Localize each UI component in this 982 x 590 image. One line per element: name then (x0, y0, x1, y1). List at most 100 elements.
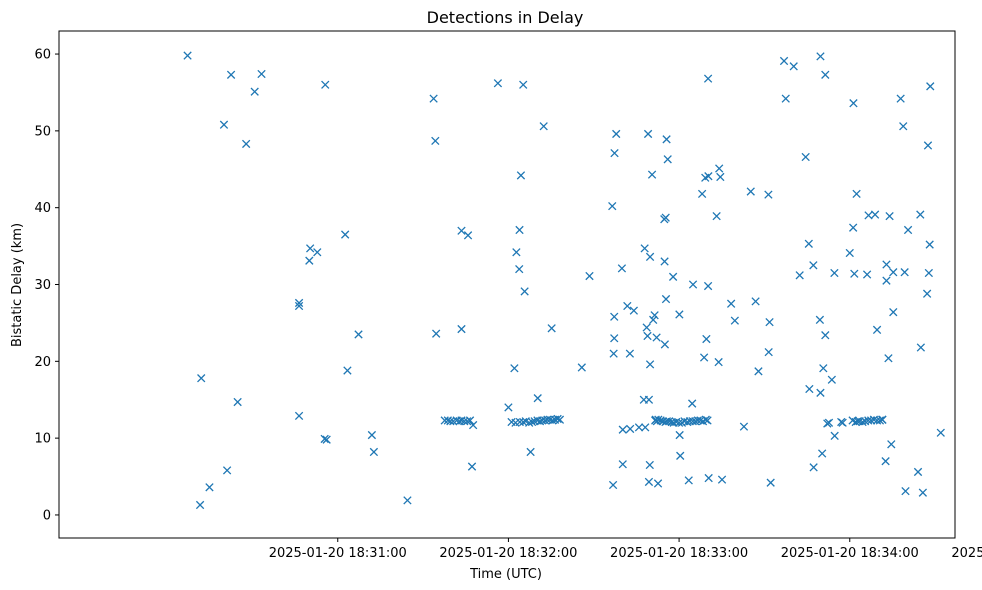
data-point (675, 310, 684, 319)
data-point (821, 331, 830, 340)
data-point (764, 347, 773, 357)
data-point (703, 416, 712, 425)
data-point (626, 424, 635, 434)
data-point (183, 51, 192, 60)
y-tick-label: 30 (34, 278, 51, 293)
data-point (653, 479, 663, 488)
data-point (746, 187, 755, 196)
data-point (645, 460, 654, 470)
data-point (468, 420, 478, 430)
data-point (354, 330, 363, 339)
data-point (922, 289, 932, 298)
data-point (936, 428, 945, 437)
data-point (608, 480, 618, 490)
data-point (850, 269, 859, 278)
data-point (526, 447, 535, 457)
data-point (702, 334, 711, 344)
data-point (801, 152, 810, 162)
data-point (684, 476, 693, 485)
data-point (222, 466, 232, 475)
data-point (467, 462, 477, 471)
data-point (623, 301, 632, 311)
data-point (643, 129, 653, 139)
data-point (555, 415, 565, 424)
data-point (866, 416, 876, 425)
data-point (688, 399, 697, 408)
x-axis-ticks: 2025-01-20 18:31:00 2025-01-20 18:32:00 20… (269, 538, 982, 561)
y-tick-label: 10 (34, 432, 51, 447)
data-point (647, 170, 657, 179)
data-point (901, 486, 910, 496)
data-point (730, 316, 739, 325)
y-tick-label: 20 (34, 355, 51, 370)
data-point (429, 94, 438, 103)
data-point (294, 298, 304, 308)
data-point (821, 70, 830, 79)
x-tick-label: 2025-01-20 18:35:00 (951, 546, 982, 561)
y-axis-label: Bistatic Delay (km) (10, 223, 25, 347)
data-point (226, 70, 236, 79)
data-point (809, 463, 818, 472)
data-point (697, 189, 707, 199)
data-point (924, 268, 933, 278)
data-point (661, 294, 671, 304)
x-tick-label: 2025-01-20 18:33:00 (610, 546, 748, 561)
x-tick-label: 2025-01-20 18:31:00 (269, 546, 407, 561)
data-point (197, 374, 206, 383)
data-point (432, 329, 441, 338)
data-point (781, 94, 790, 103)
data-point (629, 306, 639, 315)
data-point (676, 451, 685, 460)
data-point (838, 418, 847, 427)
data-point (321, 80, 330, 89)
data-point (645, 360, 655, 369)
data-point (463, 231, 473, 240)
data-point (918, 488, 928, 497)
data-point (923, 141, 933, 150)
data-point (701, 415, 710, 424)
data-point (889, 307, 898, 317)
data-point (242, 139, 251, 149)
data-point (704, 473, 713, 483)
data-point (343, 366, 352, 375)
data-point (739, 422, 749, 431)
data-point (527, 417, 537, 427)
data-point (913, 467, 923, 477)
data-point (660, 257, 669, 266)
data-point (925, 240, 934, 249)
data-point (625, 349, 635, 358)
data-point (751, 297, 760, 306)
data-point (294, 301, 304, 311)
x-axis-label: Time (UTC) (469, 567, 542, 582)
y-tick-label: 40 (34, 201, 51, 216)
data-point (818, 449, 827, 458)
data-point (519, 80, 528, 89)
data-point (463, 417, 472, 426)
data-point (674, 418, 684, 427)
data-point (645, 252, 655, 262)
data-point (516, 171, 526, 180)
data-point (779, 56, 789, 66)
data-point (766, 478, 775, 487)
data-point (926, 82, 935, 91)
data-point (699, 353, 709, 362)
data-point (658, 417, 668, 426)
data-point (294, 411, 304, 421)
data-point (431, 136, 440, 146)
data-point (306, 244, 315, 253)
data-point (340, 230, 350, 239)
data-point (661, 213, 670, 222)
data-point (539, 122, 548, 131)
data-point (819, 364, 828, 373)
data-point (887, 440, 896, 449)
data-point (716, 172, 725, 182)
data-point (250, 87, 259, 96)
data-point (875, 416, 885, 425)
data-point (870, 210, 880, 219)
data-point (882, 276, 891, 285)
data-point (896, 94, 905, 103)
data-point (195, 500, 205, 510)
data-point (515, 225, 524, 235)
data-point (608, 201, 617, 211)
